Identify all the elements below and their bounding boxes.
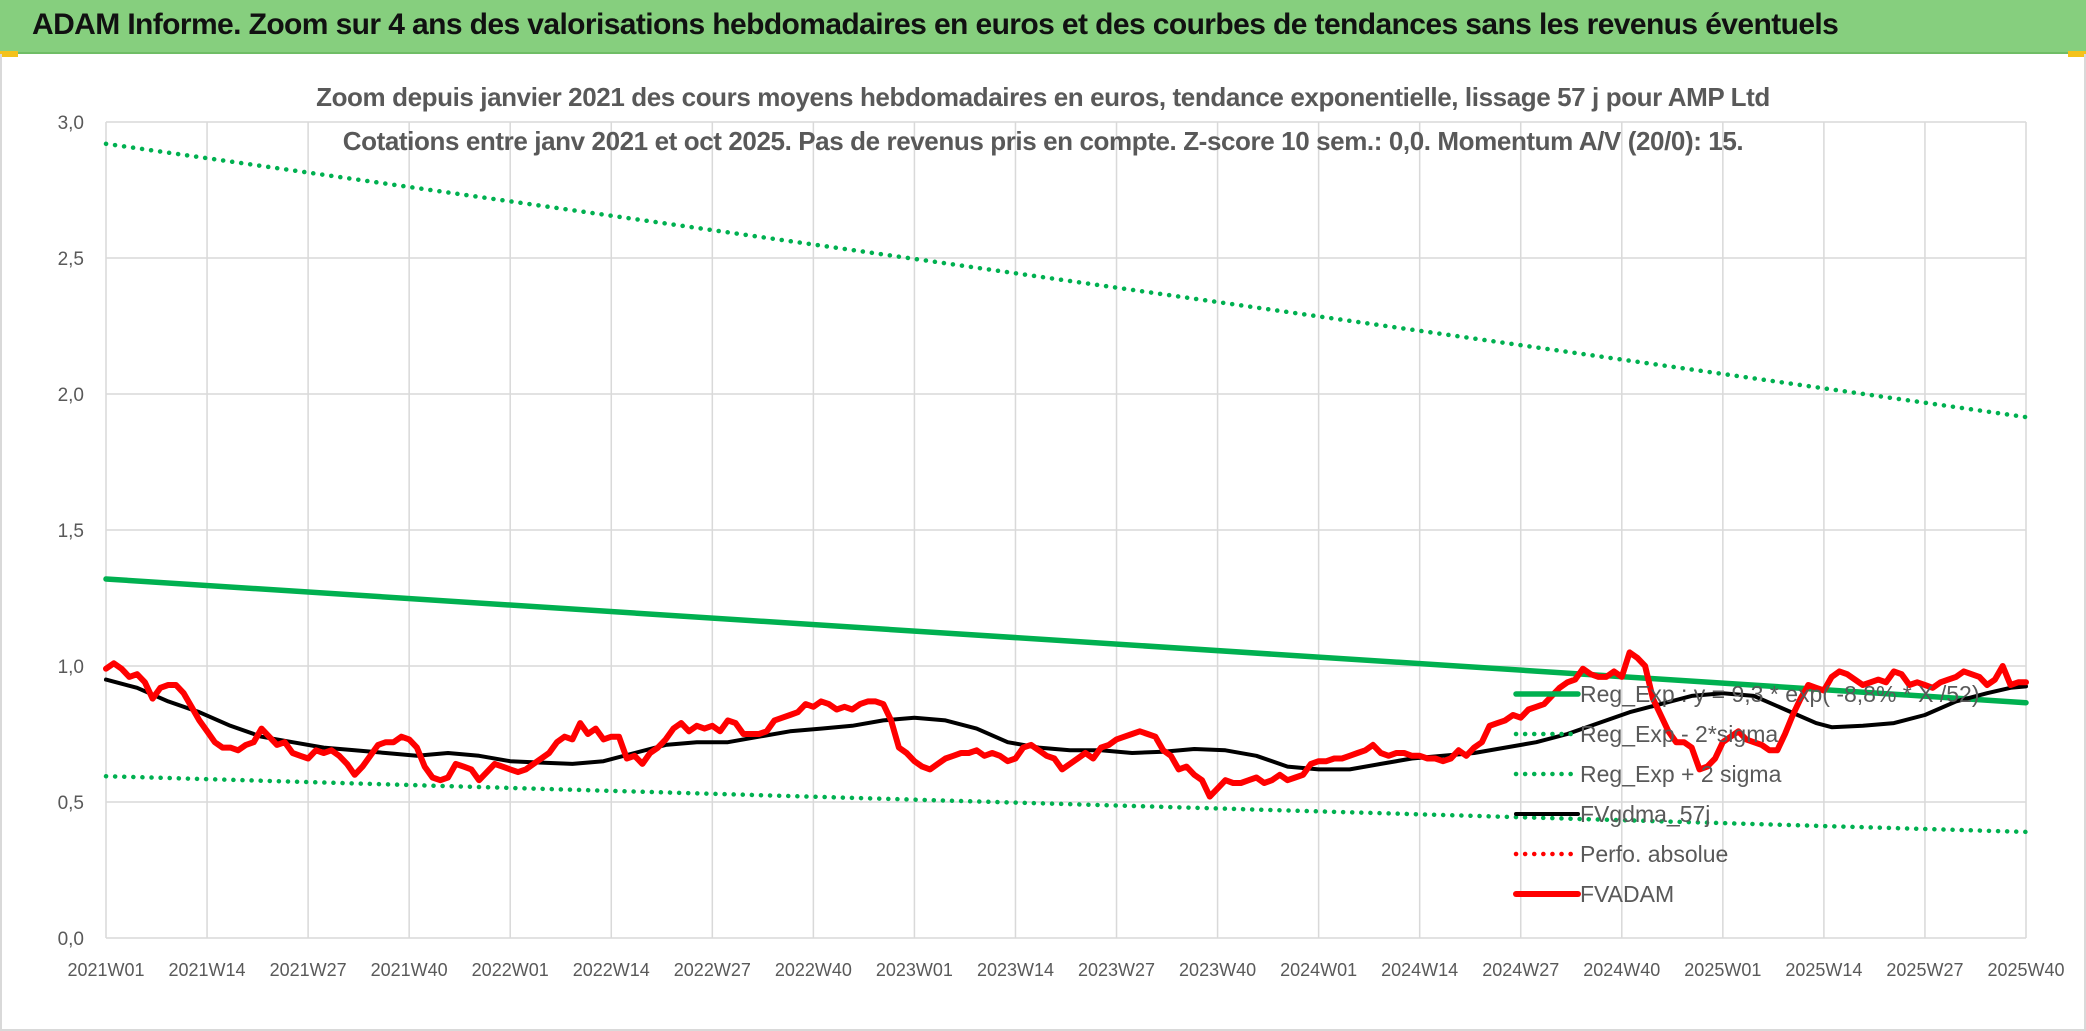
chart-title: Zoom depuis janvier 2021 des cours moyen… <box>316 82 1770 112</box>
x-tick-label: 2024W27 <box>1482 960 1559 980</box>
x-tick-label: 2021W40 <box>371 960 448 980</box>
x-tick-label: 2022W40 <box>775 960 852 980</box>
x-tick-label: 2024W01 <box>1280 960 1357 980</box>
legend-label: FVADAM <box>1580 881 1674 907</box>
x-tick-label: 2025W40 <box>1987 960 2064 980</box>
legend-label: Perfo. absolue <box>1580 841 1728 867</box>
chart-subtitle: Cotations entre janv 2021 et oct 2025. P… <box>342 126 1744 156</box>
y-tick-label: 2,0 <box>58 385 84 406</box>
x-tick-label: 2023W40 <box>1179 960 1256 980</box>
y-tick-label: 1,0 <box>58 657 84 678</box>
page-title: ADAM Informe. Zoom sur 4 ans des valoris… <box>32 8 1839 41</box>
corner-mark-right <box>2068 51 2086 57</box>
x-tick-label: 2025W01 <box>1684 960 1761 980</box>
corner-mark-left <box>0 51 18 57</box>
x-tick-label: 2024W14 <box>1381 960 1458 980</box>
y-tick-label: 0,5 <box>58 793 84 814</box>
series-line-2 <box>103 141 2029 420</box>
series-line-0 <box>103 576 2029 706</box>
x-tick-label: 2021W01 <box>67 960 144 980</box>
x-tick-label: 2022W01 <box>472 960 549 980</box>
x-tick-label: 2022W14 <box>573 960 650 980</box>
x-tick-label: 2025W27 <box>1886 960 1963 980</box>
x-tick-label: 2023W14 <box>977 960 1054 980</box>
x-tick-label: 2021W27 <box>270 960 347 980</box>
legend-label: Reg_Exp - 2*sigma <box>1580 721 1778 747</box>
legend-label: Reg_Exp : y = 9,3 * exp( -8,8% * X /52) <box>1580 681 1980 707</box>
y-tick-label: 3,0 <box>58 113 84 134</box>
series-line-1 <box>103 773 2029 835</box>
chart-frame <box>0 54 2086 1031</box>
x-tick-label: 2023W01 <box>876 960 953 980</box>
x-tick-label: 2021W14 <box>169 960 246 980</box>
x-tick-label: 2023W27 <box>1078 960 1155 980</box>
y-tick-label: 1,5 <box>58 521 84 542</box>
series-line-5 <box>103 649 2029 800</box>
x-tick-label: 2022W27 <box>674 960 751 980</box>
x-tick-label: 2024W40 <box>1583 960 1660 980</box>
legend-label: Reg_Exp + 2 sigma <box>1580 761 1782 787</box>
header-banner: ADAM Informe. Zoom sur 4 ans des valoris… <box>0 0 2086 54</box>
x-tick-label: 2025W14 <box>1785 960 1862 980</box>
legend-label: FVgdma_57j <box>1580 801 1710 827</box>
y-tick-label: 2,5 <box>58 249 84 270</box>
y-tick-label: 0,0 <box>58 929 84 950</box>
